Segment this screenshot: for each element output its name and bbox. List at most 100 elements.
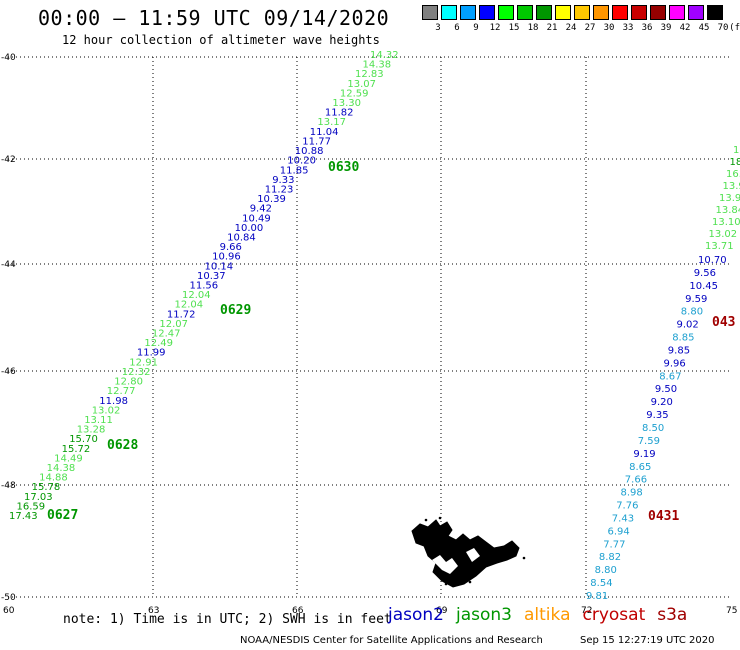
legend-unit: (ft)	[729, 23, 740, 33]
legend-swatch	[688, 5, 704, 20]
lon-tick-label: 63	[148, 606, 159, 616]
wave-height-label: 10.45	[689, 281, 718, 292]
wave-height-label: 14.38	[47, 463, 76, 474]
wave-height-label: 19	[733, 145, 740, 156]
islet	[424, 518, 428, 522]
legend-swatch	[517, 5, 533, 20]
legend-swatch	[536, 5, 552, 20]
wave-height-label: 14.88	[39, 473, 68, 484]
legend-label: 3	[435, 23, 441, 33]
legend-label: 24	[565, 23, 577, 33]
pass-time-label: 0630	[328, 160, 359, 175]
wave-height-label: 11.82	[325, 108, 354, 119]
legend-swatch	[498, 5, 514, 20]
legend-label: 6	[454, 23, 460, 33]
wave-height-label: 9.02	[677, 320, 699, 331]
wave-height-label: 8.67	[659, 371, 681, 382]
wave-height-label: 13.9	[719, 193, 740, 204]
footer-note: note: 1) Time is in UTC; 2) SWH is in fe…	[63, 612, 392, 627]
wave-height-label: 12.47	[152, 329, 181, 340]
credit-text: NOAA/NESDIS Center for Satellite Applica…	[240, 635, 543, 646]
satellite-label: jason3	[456, 605, 512, 625]
wave-height-label: 13.17	[317, 117, 346, 128]
wave-height-label: 10.84	[227, 233, 256, 244]
wave-height-label: 11.99	[137, 348, 166, 359]
wave-height-label: 9.33	[272, 175, 294, 186]
legend-swatch	[460, 5, 476, 20]
legend-label: 42	[679, 23, 691, 33]
wave-height-label: 14.32	[370, 50, 399, 61]
wave-height-label: 9.96	[664, 358, 686, 369]
wave-height-label: 8.50	[642, 423, 664, 434]
lat-tick-label: -42	[1, 155, 16, 165]
wave-height-label: 7.66	[625, 475, 647, 486]
wave-height-label: 15.72	[62, 444, 91, 455]
wave-height-label: 13.84	[716, 205, 740, 216]
lon-tick-label: 60	[3, 606, 15, 616]
wave-height-label: 9.85	[668, 346, 690, 357]
wave-height-label: 16.59	[17, 501, 46, 512]
wave-height-label: 12.80	[114, 377, 143, 388]
wave-height-label: 13.9	[723, 181, 740, 192]
pass-time-label: 0628	[107, 438, 138, 453]
wave-height-label: 13.07	[347, 79, 376, 90]
legend-label: 15	[508, 23, 520, 33]
wave-height-label: 15.78	[32, 482, 61, 493]
legend-swatch	[669, 5, 685, 20]
wave-height-label: 13.02	[92, 405, 121, 416]
wave-height-label: 11.85	[280, 165, 309, 176]
pass-time-label: 0629	[220, 303, 251, 318]
legend-label: 36	[641, 23, 653, 33]
wave-height-label: 12.07	[159, 319, 188, 330]
wave-height-label: 9.35	[646, 410, 668, 421]
wave-height-label: 10.14	[205, 261, 234, 272]
legend-swatch	[574, 5, 590, 20]
wave-height-label: 10.39	[257, 194, 286, 205]
legend-label: 39	[660, 23, 672, 33]
wave-height-label: 8.98	[621, 488, 643, 499]
lon-tick-label: 75	[726, 606, 737, 616]
wave-height-label: 17.43	[9, 511, 38, 522]
wave-height-label: 13.71	[705, 241, 734, 252]
wave-height-label: 9.19	[633, 449, 655, 460]
wave-height-label: 8.82	[599, 552, 621, 563]
lat-tick-label: -48	[1, 481, 16, 491]
wave-height-label: 9.50	[655, 384, 677, 395]
legend-label: 9	[473, 23, 479, 33]
wave-height-label: 8.65	[629, 462, 651, 473]
wave-height-label: 13.30	[332, 98, 361, 109]
wave-height-label: 11.72	[167, 309, 196, 320]
wave-height-label: 16.	[726, 169, 740, 180]
lat-tick-label: -50	[1, 593, 16, 603]
islet	[444, 582, 448, 586]
legend-swatch	[422, 5, 438, 20]
wave-height-label: 18	[730, 157, 740, 168]
legend-swatch	[650, 5, 666, 20]
islet	[438, 516, 442, 520]
wave-height-label: 14.38	[363, 60, 392, 71]
island-inlet	[432, 555, 458, 574]
wave-height-label: 7.59	[638, 436, 660, 447]
wave-height-label: 13.02	[709, 229, 738, 240]
lon-tick-label: 72	[581, 606, 592, 616]
wave-height-label: 12.83	[355, 69, 384, 80]
satellite-label: altika	[524, 605, 571, 625]
timestamp-text: Sep 15 12:27:19 UTC 2020	[580, 635, 715, 646]
legend-swatch	[555, 5, 571, 20]
wave-height-label: 12.04	[182, 290, 211, 301]
wave-height-label: 9.20	[651, 397, 673, 408]
wave-height-label: 9.81	[586, 591, 608, 602]
satellite-label: cryosat	[582, 605, 646, 625]
wave-height-label: 12.77	[107, 386, 136, 397]
wave-height-label: 10.00	[235, 223, 264, 234]
legend-label: 27	[584, 23, 596, 33]
lat-tick-label: -46	[1, 367, 16, 377]
islet	[522, 556, 526, 560]
legend-swatch	[593, 5, 609, 20]
islet	[468, 580, 472, 584]
lat-tick-label: -44	[1, 260, 16, 270]
page-subtitle: 12 hour collection of altimeter wave hei…	[62, 33, 380, 47]
wave-height-label: 10.20	[287, 156, 316, 167]
satellite-label: s3a	[657, 605, 688, 625]
legend-label: 21	[546, 23, 558, 33]
